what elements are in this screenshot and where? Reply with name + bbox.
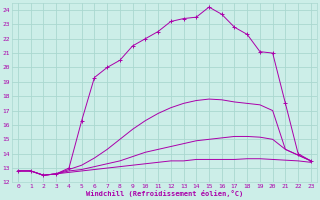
X-axis label: Windchill (Refroidissement éolien,°C): Windchill (Refroidissement éolien,°C) xyxy=(86,190,243,197)
